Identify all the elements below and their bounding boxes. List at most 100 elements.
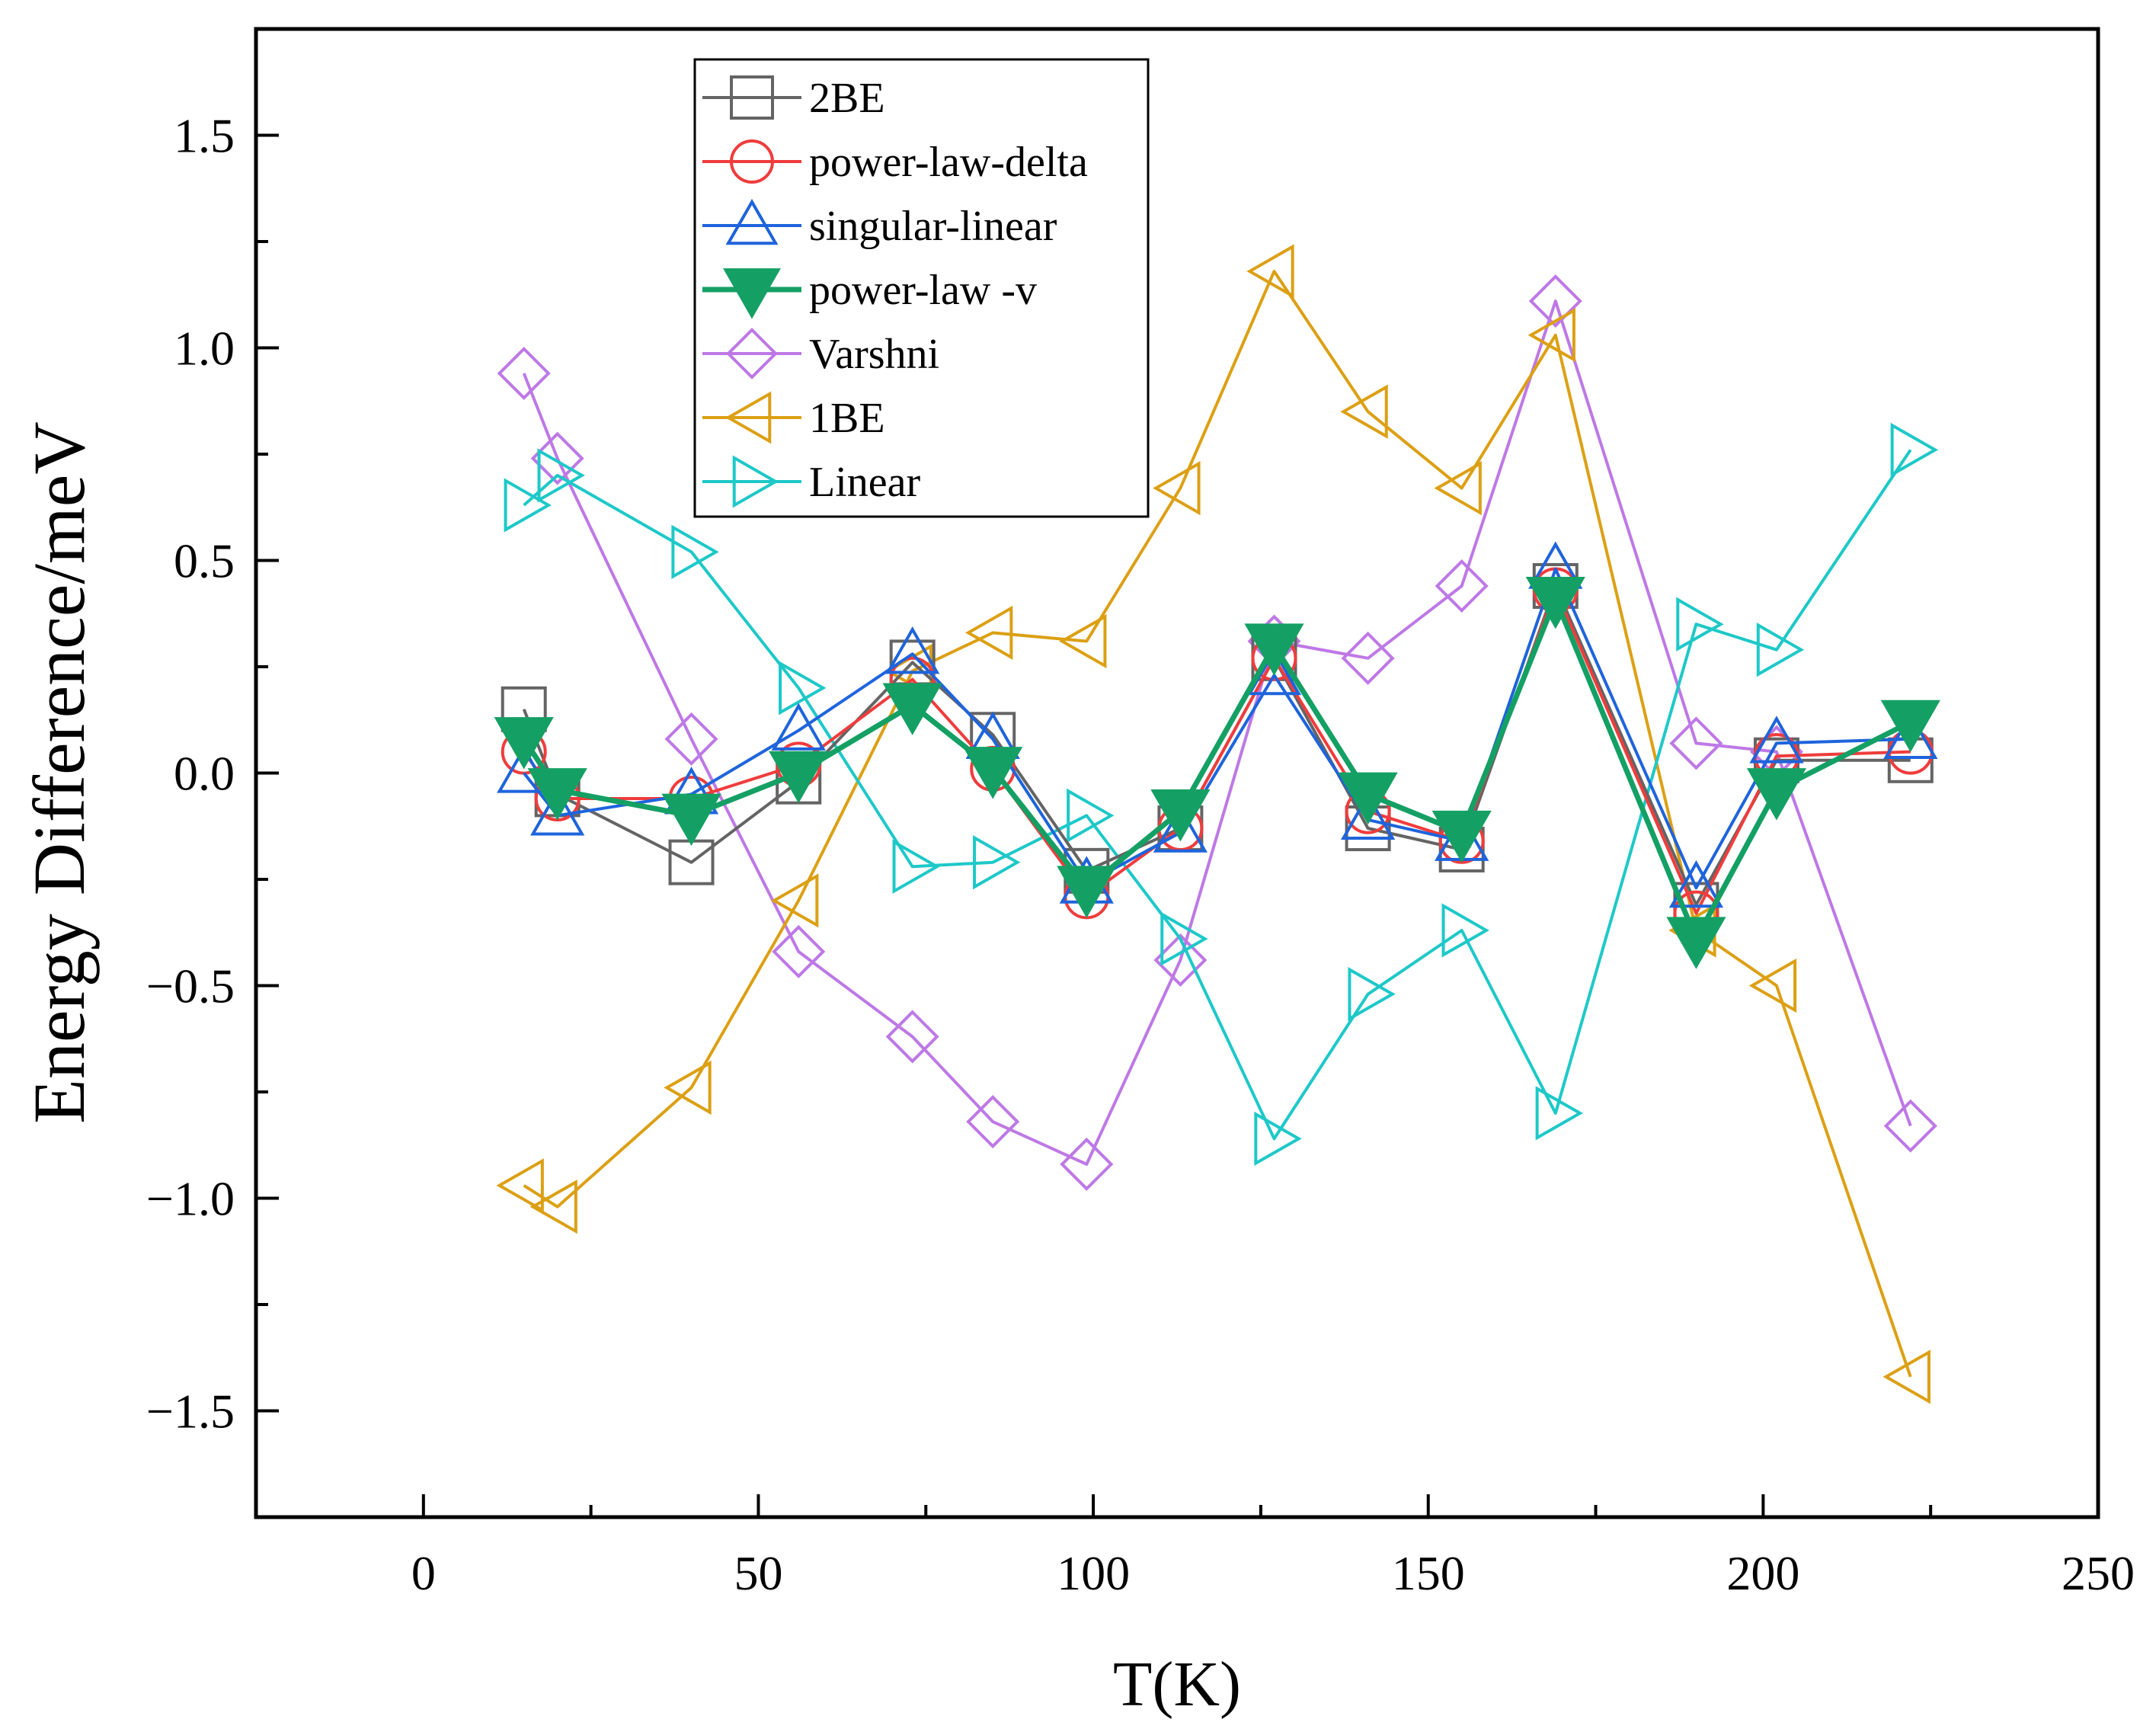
legend-label: Varshni [809,331,939,378]
data-point [530,788,585,836]
data-point [529,1180,577,1234]
legend-marker [730,139,774,184]
data-point [1890,422,1939,478]
data-point [779,661,827,716]
y-tick-label: −1.5 [146,1385,235,1439]
y-tick-label: 1.0 [174,322,235,376]
legend-item: 2BE [702,75,885,122]
data-point [1153,933,1208,988]
data-point [1434,460,1482,516]
data-point [1880,700,1940,753]
data-point [664,712,718,766]
data-point [527,768,587,821]
data-point [496,1158,544,1213]
data-point [885,626,940,674]
data-point [1525,576,1585,629]
data-point [892,839,940,894]
x-tick-label: 150 [1392,1546,1465,1600]
legend-item: power-law -v [702,267,1037,319]
x-axis-title: T(K) [1113,1649,1241,1720]
data-point [1348,967,1396,1022]
legend-item: Varshni [702,328,939,379]
legend-label: power-law-delta [809,139,1088,186]
x-axis-ticks: 0 50 100 150 200 250 [411,1494,2135,1600]
data-point [1057,866,1117,918]
x-tick-label: 50 [734,1546,782,1600]
legend-item: Linear [702,455,920,508]
data-point [1150,789,1211,842]
data-point [661,793,721,846]
data-point [1153,460,1201,516]
data-point [1527,308,1575,363]
legend-item: power-law-delta [702,139,1088,186]
y-tick-label: 0.5 [174,534,235,588]
data-point [770,873,819,928]
data-point [1441,903,1489,958]
data-point [1883,711,1938,760]
data-point [1669,716,1723,770]
data-point [1676,597,1724,652]
x-tick-label: 100 [1057,1546,1130,1600]
series-power-law-v [494,576,1940,969]
data-point [1153,805,1208,853]
data-point [1246,244,1294,299]
series-line [523,449,1912,1141]
data-point [885,1010,939,1064]
data-point [671,524,719,579]
data-point [1431,810,1492,863]
data-point [1160,911,1208,966]
data-point [1435,559,1489,613]
data-point [1340,792,1396,840]
data-point [1244,623,1304,676]
data-point [494,717,554,770]
y-tick-label: 1.5 [174,109,235,163]
legend-label: 1BE [809,395,885,442]
y-axis-ticks: −1.5 −1.0 −0.5 0.0 0.5 1.0 1.5 [146,109,279,1439]
series-layer [494,244,1940,1404]
y-tick-label: −0.5 [146,959,235,1013]
y-tick-label: 0.0 [174,747,235,801]
legend-label: power-law -v [809,267,1037,314]
data-point [973,835,1021,890]
data-point [963,747,1023,799]
legend-label: 2BE [809,75,885,122]
data-point [772,924,826,978]
legend-marker [725,198,779,245]
x-tick-label: 0 [411,1546,436,1600]
data-point [1528,274,1582,328]
legend-marker [725,391,772,444]
data-point [1666,917,1726,969]
data-point [504,478,552,533]
legend-marker [730,75,774,120]
data-point [537,448,585,503]
data-point [882,683,942,735]
data-point [1067,788,1115,843]
legend-label: singular-linear [809,203,1057,250]
y-tick-label: −1.0 [146,1172,235,1226]
data-point [1883,1099,1937,1153]
data-point [1749,716,1804,764]
data-point [1340,384,1388,439]
data-point [964,605,1013,661]
data-point [1254,1111,1302,1167]
series-line [523,270,1912,1378]
y-axis-title: Energy Difference/meV [18,421,100,1123]
data-point [1746,768,1807,821]
data-point [1059,613,1107,669]
data-point [966,1095,1020,1149]
data-point [769,751,829,804]
series-linear [504,422,1939,1167]
x-tick-label: 250 [2062,1546,2135,1600]
data-point [664,1060,712,1116]
data-point [1338,772,1398,825]
data-point [1756,623,1805,677]
data-point [1748,958,1797,1013]
data-point [1535,1086,1584,1141]
legend: 2BE power-law-delta singular-linear power-l… [693,58,1150,518]
data-point [1883,1349,1930,1404]
legend-marker [732,455,779,508]
data-point [1060,1137,1114,1191]
series-line [522,299,1912,1166]
legend-marker [723,268,781,319]
data-point [497,346,551,401]
